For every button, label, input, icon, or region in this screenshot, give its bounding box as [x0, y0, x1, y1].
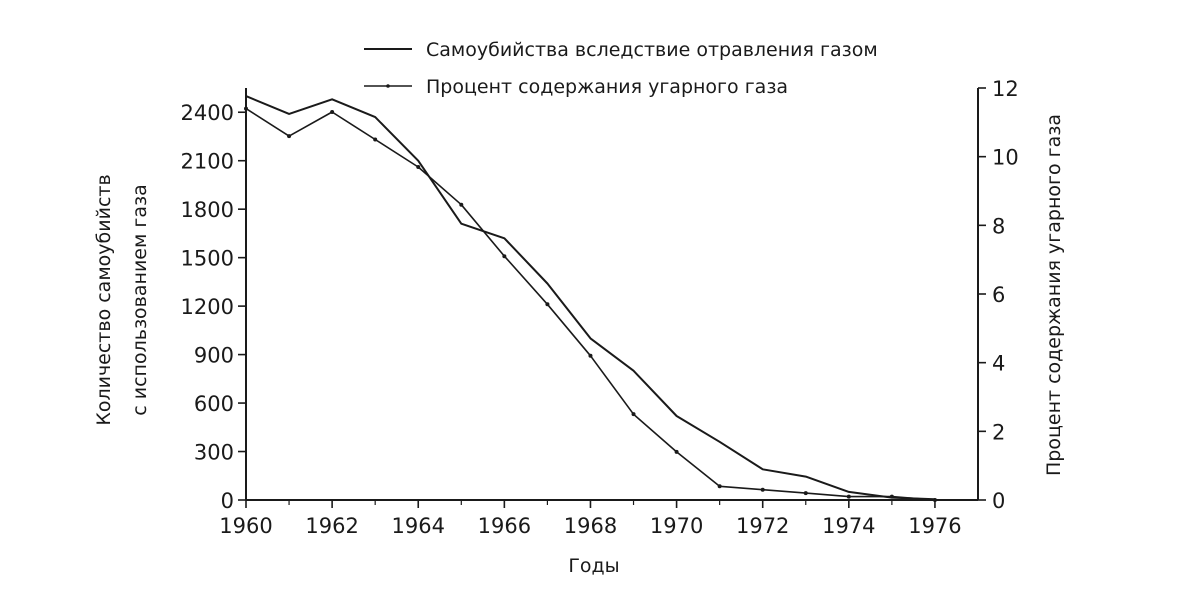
x-tick-label: 1972: [736, 514, 789, 538]
x-tick-label: 1968: [564, 514, 617, 538]
data-point-co-percent: [889, 494, 894, 499]
y-tick-label: 1800: [181, 198, 234, 222]
data-point-co-percent: [287, 134, 292, 139]
data-point-co-percent: [545, 302, 550, 307]
legend-label-co-percent: Процент содержания угарного газа: [426, 76, 788, 98]
x-tick-label: 1964: [392, 514, 445, 538]
x-tick-label: 1966: [478, 514, 531, 538]
y-tick-label: 2100: [181, 150, 234, 174]
series-lines: [244, 95, 937, 502]
data-point-co-percent: [717, 484, 722, 489]
data-point-co-percent: [674, 449, 679, 454]
y-tick-label: 0: [221, 489, 234, 513]
y-tick-label: 900: [194, 344, 234, 368]
y-tick-label: 1500: [181, 247, 234, 271]
y-tick-label: 1200: [181, 295, 234, 319]
series-line-co-percent: [245, 107, 935, 501]
data-point-co-percent: [416, 164, 421, 169]
y2-tick-label: 12: [992, 77, 1019, 101]
data-point-co-percent: [803, 491, 808, 496]
y-tick-label: 600: [194, 392, 234, 416]
y2-tick-label: 6: [992, 283, 1005, 307]
y2-tick-label: 8: [992, 214, 1005, 238]
legend-marker-co-percent: [386, 84, 390, 88]
x-tick-label: 1974: [822, 514, 875, 538]
legend: Самоубийства вследствие отравления газом…: [364, 39, 878, 98]
y-axis-title-line-1: Количество самоубийств: [93, 174, 115, 425]
data-point-co-percent: [459, 202, 464, 207]
y-tick-label: 300: [194, 441, 234, 465]
y2-axis-title: Процент содержания угарного газа: [1043, 114, 1065, 476]
series-line-gas-suicides: [245, 95, 935, 501]
data-point-co-percent: [330, 110, 335, 115]
x-tick-label: 1962: [305, 514, 358, 538]
axes: [245, 88, 979, 501]
y-ticks-right: 0 2 4 6 8 10 12: [978, 77, 1019, 513]
data-point-co-percent: [373, 137, 378, 142]
data-point-co-percent: [631, 412, 636, 417]
x-ticks: 1960 1962 1964 1966 1968 1970 1972 1974 1976: [219, 500, 962, 538]
y2-tick-label: 4: [992, 352, 1005, 376]
y-ticks-left: 0 300 600 900 1200 1500 1800 2100 2400: [181, 101, 246, 513]
y-tick-label: 2400: [181, 101, 234, 125]
y2-tick-label: 2: [992, 420, 1005, 444]
x-axis-title: Годы: [568, 555, 619, 577]
data-point-co-percent: [244, 106, 248, 111]
data-point-co-percent: [760, 487, 765, 492]
x-tick-label: 1976: [908, 514, 961, 538]
data-point-co-percent: [932, 498, 937, 502]
y2-tick-label: 10: [992, 146, 1019, 170]
legend-label-gas-suicides: Самоубийства вследствие отравления газом: [426, 39, 878, 61]
y2-tick-label: 0: [992, 489, 1005, 513]
x-tick-label: 1970: [650, 514, 703, 538]
data-point-co-percent: [502, 254, 507, 259]
x-tick-label: 1960: [219, 514, 272, 538]
y-axis-title-line-2: с использованием газа: [129, 184, 151, 415]
data-point-co-percent: [846, 494, 851, 499]
data-point-co-percent: [588, 353, 593, 358]
